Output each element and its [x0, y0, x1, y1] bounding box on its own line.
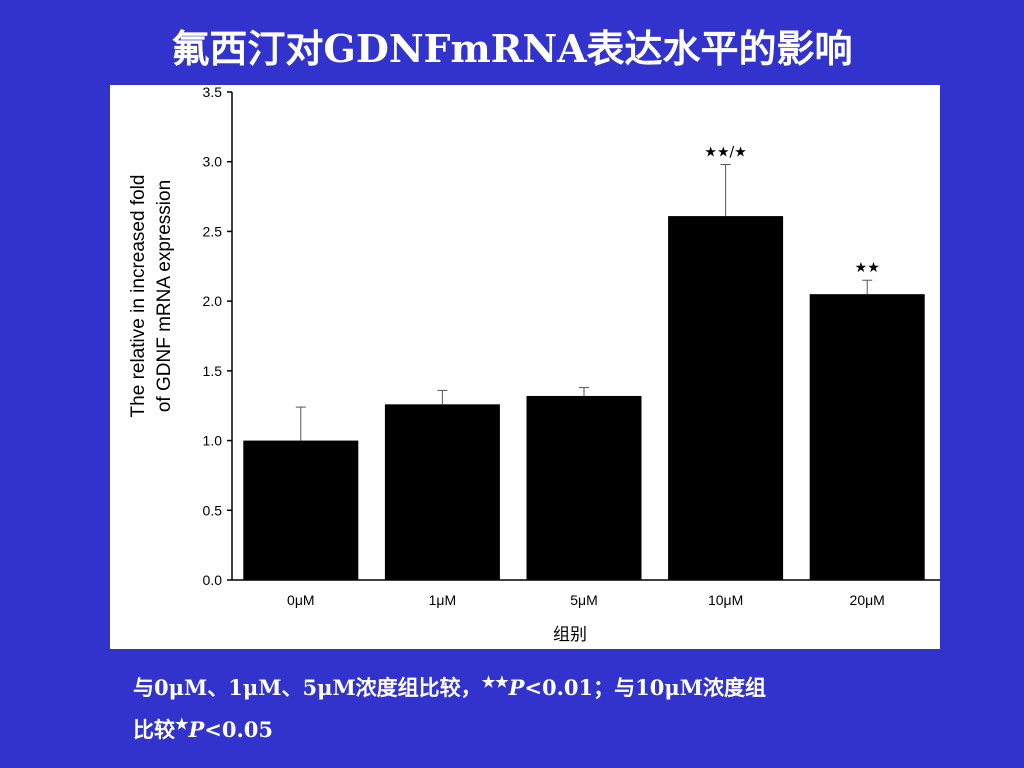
- slide-title: 氟西汀对GDNFmRNA表达水平的影响: [171, 26, 853, 71]
- y-tick-label: 3.0: [203, 154, 223, 170]
- star-icon: ★: [175, 715, 189, 733]
- y-tick-label: 1.0: [203, 433, 223, 449]
- y-tick-label: 0.0: [203, 572, 223, 588]
- footnote-text-2: 比较: [133, 717, 175, 742]
- y-tick-label: 2.5: [203, 223, 223, 239]
- significance-marker: ★★/★: [704, 145, 746, 161]
- x-axis-title: 组别: [553, 625, 587, 645]
- bar: [809, 294, 925, 580]
- footnote-p-value-1: <0.01；与10μM浓度组: [524, 675, 766, 700]
- footnote-text-1: 与0μM、1μM、5μM浓度组比较，: [133, 675, 482, 700]
- significance-marker: ★★: [855, 260, 880, 276]
- bar: [243, 440, 359, 580]
- footnote-p-value-2: <0.05: [204, 717, 273, 742]
- y-tick-label: 0.5: [203, 502, 223, 518]
- chart-panel: 0.0 0.5 1.0 1.5 2.0 2.5 3.0 3.5 0μM 1μM 5μM ★★/★ 10μ…: [110, 85, 940, 649]
- x-tick-label: 10μM: [708, 592, 743, 608]
- bar-chart: 0.0 0.5 1.0 1.5 2.0 2.5 3.0 3.5 0μM 1μM 5μM ★★/★ 10μ…: [128, 85, 940, 645]
- y-axis-title-line-2: of GDNF mRNA expression: [154, 180, 175, 412]
- bar: [526, 395, 642, 580]
- significance-footnote: 与0μM、1μM、5μM浓度组比较，★★P<0.01；与10μM浓度组 比较★P…: [133, 664, 933, 748]
- x-tick-label: 20μM: [850, 592, 885, 608]
- bar: [668, 216, 784, 580]
- bar: [384, 404, 500, 580]
- y-tick-label: 2.0: [203, 293, 223, 309]
- x-tick-label: 5μM: [570, 592, 598, 608]
- footnote-p-label-1: P: [508, 675, 525, 700]
- y-tick-label: 1.5: [203, 363, 223, 379]
- double-star-icon: ★★: [481, 673, 509, 691]
- x-tick-label: 0μM: [287, 592, 315, 608]
- y-axis-title-line-1: The relative in increased fold: [128, 175, 149, 418]
- y-tick-label: 3.5: [203, 85, 223, 100]
- x-tick-label: 1μM: [429, 592, 457, 608]
- footnote-p-label-2: P: [188, 717, 205, 742]
